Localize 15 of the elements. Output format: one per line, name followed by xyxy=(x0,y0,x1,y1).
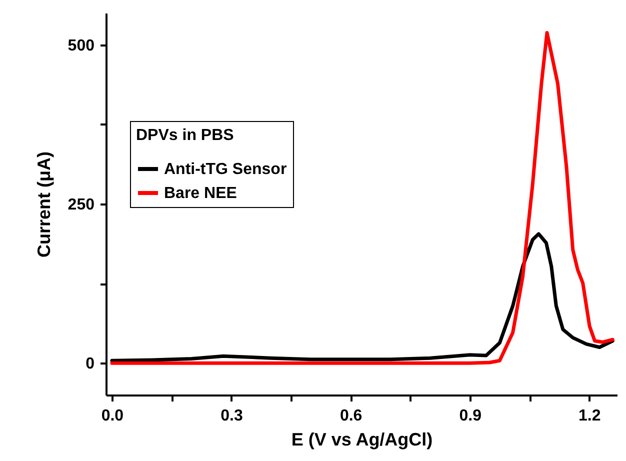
y-tick-label: 250 xyxy=(68,196,95,214)
legend-title: DPVs in PBS xyxy=(136,127,234,144)
y-tick-label: 500 xyxy=(68,37,95,54)
line-series xyxy=(110,30,614,365)
x-axis-title: E (V vs Ag/AgCl) xyxy=(291,430,433,450)
line-series xyxy=(110,232,614,362)
x-tick-label: 1.2 xyxy=(578,408,601,424)
legend-label: Anti-tTG Sensor xyxy=(164,161,287,178)
x-tick-label: 0.9 xyxy=(459,408,482,424)
x-tick-label: 0.6 xyxy=(340,408,362,424)
x-tick-label: 0.0 xyxy=(101,408,124,424)
x-tick-label: 0.3 xyxy=(220,408,243,424)
y-axis-title: Current (μA) xyxy=(34,151,54,258)
legend-label: Bare NEE xyxy=(164,185,238,202)
y-tick-label: 0 xyxy=(86,356,95,373)
